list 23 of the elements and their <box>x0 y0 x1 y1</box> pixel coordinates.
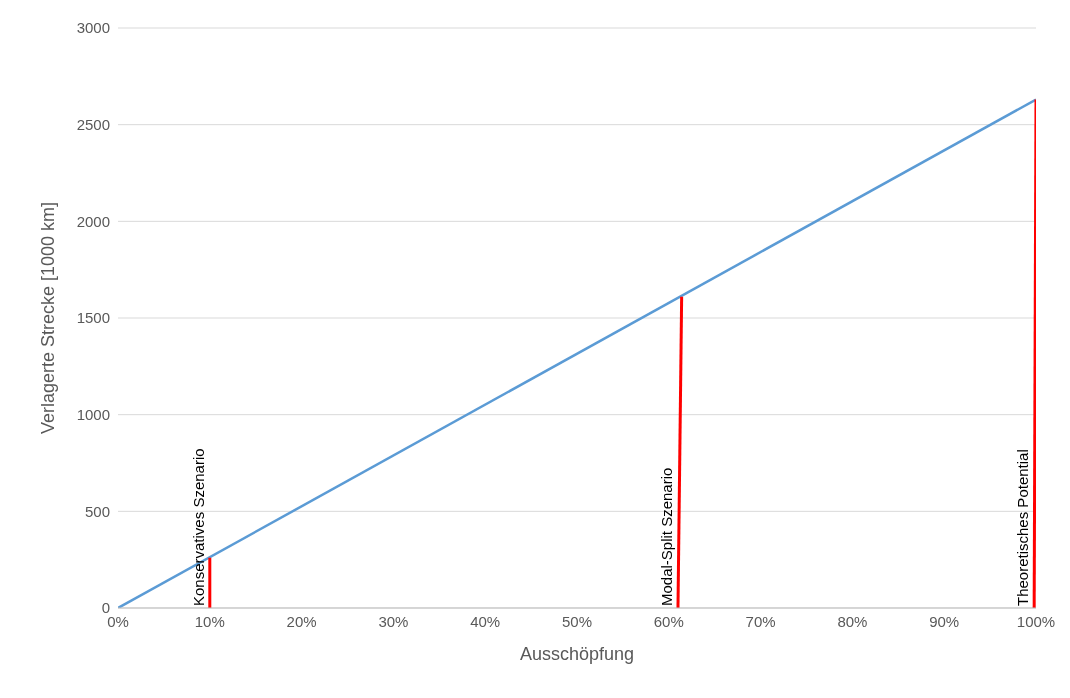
y-axis-title: Verlagerte Strecke [1000 km] <box>38 201 59 435</box>
x-tick-label: 90% <box>929 612 960 630</box>
annotation: Theoretisches Potential <box>1014 449 1032 606</box>
annotation: Konservatives Szenario <box>189 448 207 606</box>
y-tick-label: 0 <box>101 599 110 617</box>
x-tick-label: 80% <box>837 612 868 630</box>
x-tick-label: 40% <box>470 612 501 630</box>
y-tick-label: 500 <box>84 502 110 520</box>
y-tick-label: 2500 <box>76 115 110 133</box>
y-tick-label: 1500 <box>76 309 110 327</box>
x-tick-label: 0% <box>107 612 129 630</box>
y-tick-label: 2000 <box>76 212 110 230</box>
x-tick-label: 20% <box>286 612 317 630</box>
y-tick-label: 1000 <box>76 405 110 423</box>
x-tick-label: 100% <box>1016 612 1056 630</box>
x-axis-title: Ausschöpfung <box>519 644 635 664</box>
x-tick-label: 70% <box>745 612 776 630</box>
y-tick-label: 3000 <box>76 19 110 37</box>
x-tick-label: 30% <box>378 612 409 630</box>
x-tick-label: 10% <box>194 612 225 630</box>
annotation: Modal-Split Szenario <box>657 467 675 606</box>
x-tick-label: 50% <box>561 612 593 630</box>
x-tick-label: 60% <box>653 612 684 630</box>
